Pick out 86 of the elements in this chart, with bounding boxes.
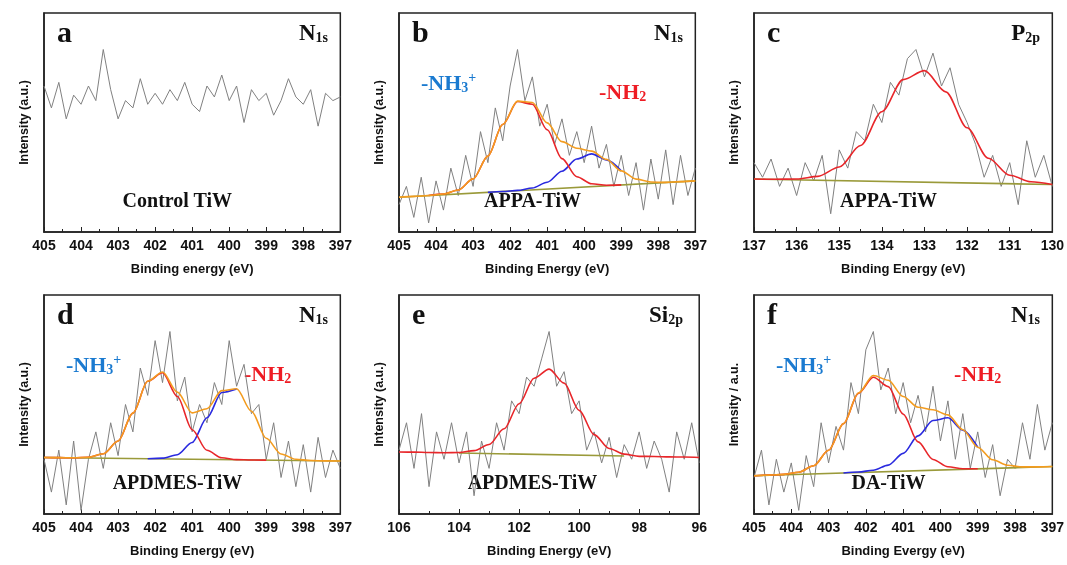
- x-tick-label: 104: [447, 519, 471, 535]
- x-tick-label: 398: [646, 237, 671, 253]
- x-tick-label: 134: [870, 237, 894, 253]
- x-tick-label: 403: [816, 519, 841, 535]
- x-axis-title: Binding Energy (eV): [130, 543, 255, 558]
- x-tick-label: 135: [827, 237, 852, 253]
- chart-title: f: [767, 296, 778, 330]
- y-axis-title: Intensity (a.u.): [16, 80, 31, 165]
- x-tick-label: 397: [328, 237, 353, 253]
- x-tick-label: 402: [143, 237, 168, 253]
- annotation: -NH3+: [66, 351, 122, 377]
- x-tick-label: 402: [854, 519, 878, 535]
- chart-subtitle: N1s: [298, 19, 329, 45]
- y-axis-title: Intensity (a.u.): [371, 80, 386, 165]
- x-tick-label: 137: [742, 237, 766, 253]
- annotation: -NH3+: [776, 351, 832, 377]
- x-axis-title: Binding Energy (eV): [841, 261, 966, 276]
- x-tick-label: 397: [683, 237, 708, 253]
- x-tick-label: 404: [69, 519, 93, 535]
- x-tick-label: 400: [572, 237, 597, 253]
- annotation: -NH2: [599, 78, 647, 104]
- annotation: APDMES-TiW: [112, 471, 243, 493]
- chart-title: e: [412, 296, 426, 330]
- chart-title: a: [57, 14, 72, 48]
- x-tick-label: 401: [180, 237, 205, 253]
- x-tick-label: 397: [328, 519, 353, 535]
- annotation: APDMES-TiW: [467, 471, 598, 493]
- x-tick-label: 404: [779, 519, 804, 535]
- x-tick-label: 102: [507, 519, 531, 535]
- annotation: DA-TiW: [851, 471, 926, 493]
- x-tick-label: 98: [631, 519, 648, 535]
- x-tick-label: 130: [1040, 237, 1065, 253]
- chart-subtitle: P2p: [1011, 19, 1041, 45]
- annotation: Control TiW: [122, 189, 233, 211]
- chart-title: b: [412, 14, 429, 48]
- x-tick-label: 398: [291, 519, 316, 535]
- x-axis-title: Binding Energy (eV): [485, 261, 610, 276]
- x-tick-label: 132: [955, 237, 979, 253]
- x-tick-label: 106: [387, 519, 411, 535]
- x-tick-label: 397: [1040, 519, 1065, 535]
- y-axis-title: Intensity (a.u.): [726, 80, 741, 165]
- x-tick-label: 399: [609, 237, 634, 253]
- x-tick-label: 131: [998, 237, 1022, 253]
- x-tick-label: 404: [424, 237, 448, 253]
- x-tick-label: 404: [69, 237, 93, 253]
- annotation: APPA-TiW: [839, 189, 938, 211]
- x-tick-label: 400: [928, 519, 953, 535]
- x-axis-title: Binding energy (eV): [130, 261, 254, 276]
- x-tick-label: 403: [461, 237, 485, 253]
- x-tick-label: 399: [254, 519, 279, 535]
- x-tick-label: 399: [254, 237, 279, 253]
- x-tick-label: 398: [1003, 519, 1027, 535]
- y-axis-title: Intensity (a.u.): [371, 362, 386, 447]
- x-axis-title: Binding Energy (eV): [486, 543, 612, 558]
- chart-subtitle: Si2p: [649, 301, 684, 327]
- chart-subtitle: N1s: [1010, 301, 1041, 327]
- x-tick-label: 401: [535, 237, 560, 253]
- x-tick-label: 401: [180, 519, 205, 535]
- x-tick-label: 401: [891, 519, 916, 535]
- x-tick-label: 405: [32, 237, 56, 253]
- y-axis-title: Intensity / a.u.: [726, 362, 741, 447]
- chart-title: d: [57, 296, 74, 330]
- x-tick-label: 136: [784, 237, 809, 253]
- annotation: -NH2: [244, 360, 292, 386]
- x-tick-label: 398: [291, 237, 316, 253]
- x-tick-label: 403: [106, 237, 130, 253]
- x-tick-label: 405: [742, 519, 766, 535]
- x-tick-label: 405: [387, 237, 411, 253]
- annotation: -NH2: [954, 360, 1002, 386]
- x-tick-label: 133: [912, 237, 937, 253]
- x-tick-label: 402: [143, 519, 168, 535]
- x-tick-label: 405: [32, 519, 56, 535]
- x-tick-label: 399: [966, 519, 990, 535]
- annotation: APPA-TiW: [483, 189, 582, 211]
- x-tick-label: 403: [106, 519, 130, 535]
- x-tick-label: 100: [567, 519, 592, 535]
- x-tick-label: 402: [498, 237, 523, 253]
- chart-subtitle: N1s: [298, 301, 329, 327]
- x-axis-title: Binding Evergy (eV): [841, 543, 965, 558]
- chart-subtitle: N1s: [653, 19, 684, 45]
- x-tick-label: 96: [691, 519, 708, 535]
- chart-title: c: [767, 14, 781, 48]
- y-axis-title: Intensity (a.u.): [16, 362, 31, 447]
- annotation: -NH3+: [421, 69, 477, 95]
- x-tick-label: 400: [217, 237, 242, 253]
- x-tick-label: 400: [217, 519, 242, 535]
